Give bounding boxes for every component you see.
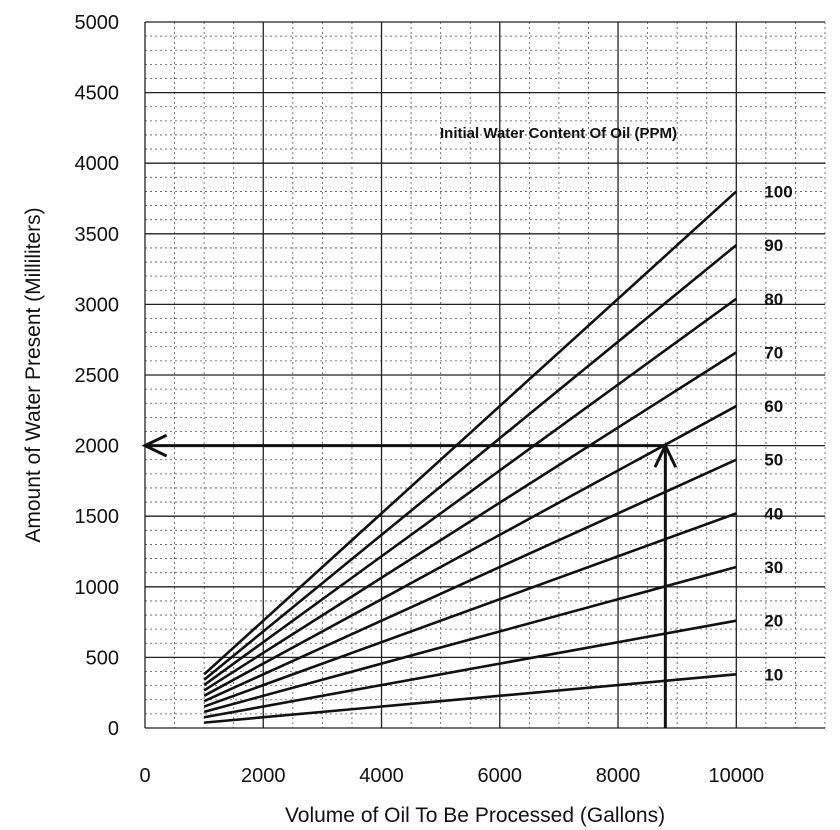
y-tick-label: 4000 [75,153,120,175]
series-labels: 10 20 30 40 50 60 70 80 90 100 [764,182,792,684]
series-label-70: 70 [764,343,783,362]
y-tick-label: 5000 [75,12,120,34]
y-tick-label: 500 [86,647,119,669]
x-axis-title: Volume of Oil To Be Processed (Gallons) [285,804,665,827]
series-label-90: 90 [764,236,783,255]
series-line-40 [203,512,737,708]
y-tick-label: 1500 [75,506,120,528]
x-tick-label: 4000 [359,765,404,787]
series-label-30: 30 [764,558,783,577]
y-tick-label: 4500 [75,83,120,105]
x-tick-label: 8000 [596,765,641,787]
series-line-70 [203,351,738,692]
series-line-50 [203,458,737,703]
series-line-30 [203,565,737,714]
y-tick-label: 3000 [75,294,120,316]
y-tick-label: 3500 [75,224,120,246]
x-tick-label: 0 [139,765,150,787]
series-line-20 [203,619,737,719]
series-label-40: 40 [764,504,783,523]
y-tick-label: 2500 [75,365,120,387]
series-lines [203,190,738,724]
series-label-60: 60 [764,397,783,416]
series-line-10 [204,673,737,724]
x-tick-labels: 0 2000 4000 6000 8000 10000 [139,765,764,787]
x-tick-label: 2000 [241,765,286,787]
x-tick-label: 10000 [708,765,764,787]
series-label-20: 20 [764,612,783,631]
series-line-100 [203,190,738,676]
series-label-10: 10 [764,665,783,684]
series-line-90 [203,244,738,681]
series-line-60 [203,404,737,697]
y-tick-label: 0 [108,718,119,740]
major-gridlines [144,21,825,729]
x-tick-label: 6000 [478,765,523,787]
series-label-80: 80 [764,290,783,309]
series-line-80 [203,297,738,687]
annotation-arrow-head-2 [141,433,168,458]
series-label-100: 100 [764,182,792,201]
legend-title: Initial Water Content Of Oil (PPM) [440,125,677,142]
series-label-50: 50 [764,451,783,470]
y-tick-labels: 0 500 1000 1500 2000 2500 3000 3500 4000 4500 5000 [75,12,120,740]
minor-gridlines [145,22,826,728]
y-axis-title: Amount of Water Present (Milliliters) [22,207,45,542]
y-tick-label: 2000 [75,436,120,458]
y-tick-label: 1000 [75,577,120,599]
annotation-arrows [141,433,678,728]
